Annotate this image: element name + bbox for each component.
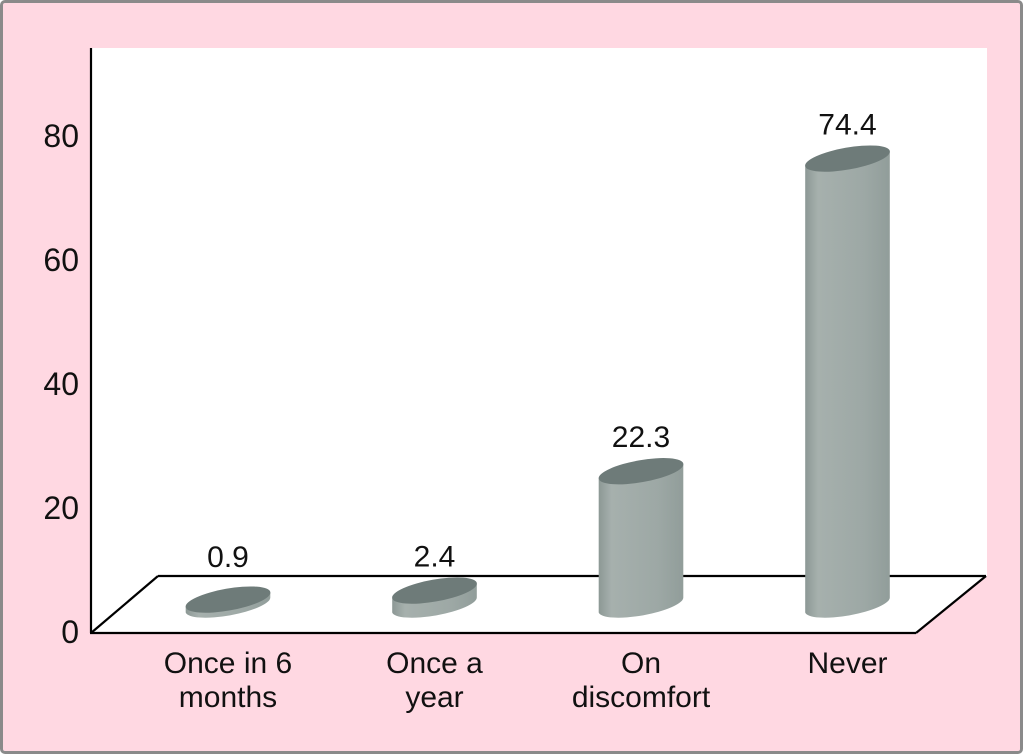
plot-area	[91, 48, 987, 634]
category-label: On	[621, 647, 661, 680]
cylinder-bar	[598, 458, 684, 618]
category-label: Once in 6	[164, 647, 292, 680]
y-axis-tick-labels: 0 20 40 60 80	[43, 118, 79, 650]
value-label: 74.4	[818, 109, 876, 142]
cylinder-bar	[392, 577, 477, 618]
category-label: year	[405, 681, 463, 714]
category-label: months	[179, 681, 277, 714]
cylinder-top	[805, 145, 890, 172]
cylinder-bars	[185, 145, 890, 618]
bar-chart: 0 20 40 60 80 0.9 2.4 22.3 74.4 Once in 6months…	[43, 48, 987, 714]
cylinder-bar	[805, 145, 890, 618]
category-label: Never	[807, 647, 887, 680]
category-label: Once a	[386, 647, 483, 680]
y-tick-label: 20	[43, 490, 79, 526]
value-label: 0.9	[207, 541, 249, 574]
y-tick-label: 40	[43, 366, 79, 402]
category-label: discomfort	[572, 681, 711, 714]
cylinder-top	[392, 577, 477, 604]
floor-left-edge	[90, 575, 159, 634]
cylinder-body	[598, 463, 684, 618]
cylinder-body	[805, 151, 890, 618]
y-tick-label: 80	[43, 118, 79, 154]
cylinder-top	[598, 458, 684, 485]
y-tick-label: 0	[61, 614, 79, 650]
value-label: 2.4	[414, 541, 456, 574]
cylinder-bar	[185, 586, 271, 618]
cylinder-top	[185, 586, 271, 613]
floor-right-edge	[915, 575, 987, 634]
value-labels: 0.9 2.4 22.3 74.4	[207, 109, 877, 574]
y-tick-label: 60	[43, 242, 79, 278]
value-label: 22.3	[612, 421, 670, 454]
cylinder-body	[392, 583, 477, 618]
cylinder-body	[185, 592, 271, 618]
